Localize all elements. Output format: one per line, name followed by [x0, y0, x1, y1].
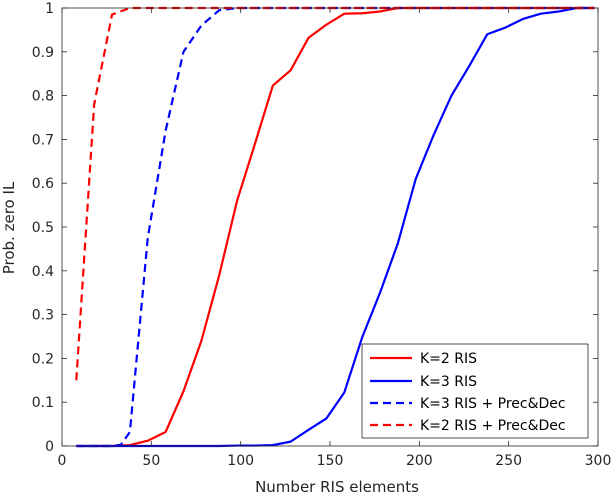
x-tick-label: 50 — [142, 453, 160, 469]
y-tick-label: 0 — [45, 439, 54, 455]
legend-box — [361, 343, 589, 439]
x-tick-label: 300 — [585, 453, 612, 469]
legend-label-k3-ris-precdec: K=3 RIS + Prec&Dec — [420, 396, 566, 412]
legend-label-k3-ris: K=3 RIS — [420, 374, 477, 390]
x-tick-label: 0 — [58, 453, 67, 469]
legend-label-k2-ris-precdec: K=2 RIS + Prec&Dec — [420, 418, 566, 434]
x-axis-label: Number RIS elements — [255, 478, 419, 496]
y-axis-label: Prob. zero IL — [0, 181, 18, 274]
x-tick-label: 150 — [317, 453, 344, 469]
y-tick-label: 0.9 — [32, 45, 54, 61]
legend-label-k2-ris: K=2 RIS — [420, 351, 477, 367]
y-tick-label: 0.2 — [32, 351, 54, 367]
y-tick-label: 1 — [45, 1, 54, 17]
y-tick-label: 0.4 — [32, 264, 54, 280]
y-tick-label: 0.3 — [32, 308, 54, 324]
axis-ticks: 0 50 100 150 200 250 300 0 0.1 0.2 0.3 0.4 0.5 0.6 0.7… — [32, 1, 612, 469]
y-tick-label: 0.7 — [32, 132, 54, 148]
x-tick-label: 250 — [495, 453, 522, 469]
y-tick-label: 0.1 — [32, 395, 54, 411]
y-tick-label: 0.5 — [32, 220, 54, 236]
x-tick-label: 100 — [227, 453, 254, 469]
legend: K=2 RIS K=3 RIS K=3 RIS + Prec&Dec K=2 R… — [361, 343, 589, 439]
y-tick-label: 0.8 — [32, 89, 54, 105]
x-tick-label: 200 — [406, 453, 433, 469]
y-tick-label: 0.6 — [32, 176, 54, 192]
